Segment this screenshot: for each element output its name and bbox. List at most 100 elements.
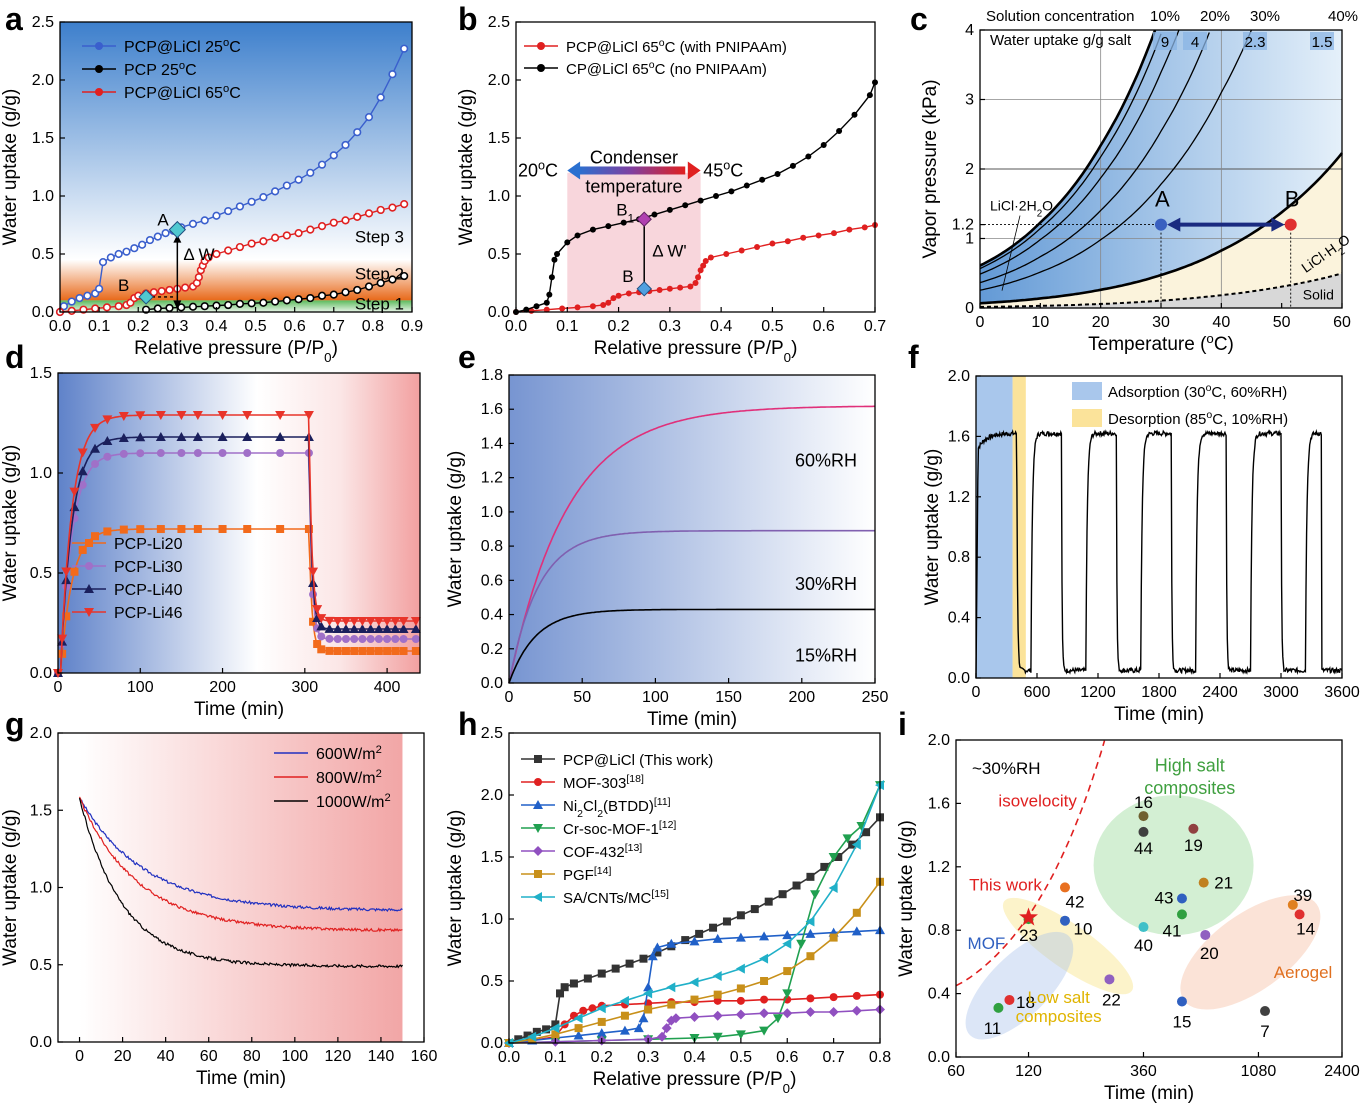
y-tick-label: 2.0 xyxy=(928,732,950,749)
concentration-line xyxy=(979,32,1210,284)
data-point xyxy=(784,238,791,245)
data-point xyxy=(829,933,838,942)
x-tick-label: 0 xyxy=(976,314,985,331)
x-axis-label: Time (min) xyxy=(1114,704,1204,725)
x-tick-label: 200 xyxy=(209,679,236,696)
x-tick-label: 360 xyxy=(1130,1063,1157,1080)
y-tick-label: 1 xyxy=(965,231,974,248)
data-point xyxy=(596,1028,607,1038)
data-point xyxy=(722,917,731,926)
data-point xyxy=(661,1023,672,1034)
data-point xyxy=(153,232,162,241)
series-line xyxy=(78,798,403,913)
y-tick-label: 1.6 xyxy=(948,428,970,445)
data-point xyxy=(574,232,581,239)
data-point xyxy=(77,448,88,458)
data-point xyxy=(697,267,704,274)
data-point xyxy=(376,93,385,102)
y-tick-label: 0.0 xyxy=(30,665,52,682)
group-ellipse xyxy=(965,931,1074,1040)
x-tick-label: 140 xyxy=(368,1048,395,1065)
data-point xyxy=(325,646,334,655)
data-point xyxy=(689,936,700,946)
data-point xyxy=(400,200,409,209)
data-point xyxy=(67,306,76,315)
data-point xyxy=(324,616,335,626)
data-point xyxy=(308,567,319,577)
series-line xyxy=(78,797,403,969)
data-point xyxy=(332,616,343,626)
data-point xyxy=(410,624,421,633)
x-tick-label: 0.1 xyxy=(544,1049,566,1066)
data-point xyxy=(700,262,707,269)
data-point xyxy=(862,828,871,837)
annotation: B1 xyxy=(616,201,634,226)
data-point xyxy=(713,193,720,199)
y-tick-label: 0.4 xyxy=(948,610,970,627)
y-tick-label: 1.0 xyxy=(488,188,510,205)
data-point xyxy=(689,1011,700,1022)
x-tick-label: 0.2 xyxy=(607,318,629,335)
data-point xyxy=(815,232,822,239)
data-point xyxy=(605,223,612,230)
legend-label: PCP-Li20 xyxy=(114,536,183,553)
data-point xyxy=(282,231,291,240)
data-point xyxy=(1294,909,1305,920)
axes-f: 0 600 1200 1800 2400 3000 3600 0.0 0.4 0.8 1.2 1.6 2… xyxy=(908,339,1360,725)
x-tick-label: 0.7 xyxy=(864,318,886,335)
data-point xyxy=(851,111,858,118)
x-tick-label: 0.3 xyxy=(637,1049,659,1066)
data-point xyxy=(702,257,709,264)
data-point xyxy=(98,258,108,267)
legend-label: PCP-Li30 xyxy=(114,559,183,576)
data-point xyxy=(754,244,761,251)
legend-marker xyxy=(85,539,93,547)
data-point xyxy=(400,44,409,53)
uptake-bg xyxy=(1153,32,1177,50)
point-label: 42 xyxy=(1066,892,1085,911)
data-point xyxy=(247,299,256,308)
y-tick-label: 0.5 xyxy=(488,246,510,263)
legend-label: SA/CNTs/MC[15] xyxy=(563,888,669,907)
arrow-head xyxy=(173,300,182,310)
data-point xyxy=(373,624,384,633)
data-point xyxy=(759,931,770,941)
data-point xyxy=(122,247,131,256)
data-point xyxy=(374,647,383,655)
x-tick-label: 3600 xyxy=(1324,684,1360,701)
data-point xyxy=(583,974,592,983)
data-point xyxy=(364,282,374,291)
x-axis-label: Temperature (oC) xyxy=(1088,331,1234,356)
y-tick-label: 0.8 xyxy=(928,922,950,939)
data-point xyxy=(736,984,745,993)
axes-b: 0.0 0.1 0.2 0.3 0.4 0.5 0.6 0.7 0.0 0.5 1.0 1.5 2.0 2… xyxy=(456,1,886,365)
step3-band xyxy=(60,22,412,260)
arrow-head xyxy=(173,234,182,243)
data-point xyxy=(399,635,408,643)
series-line xyxy=(975,428,1343,679)
data-point xyxy=(153,304,162,313)
data-point xyxy=(294,175,303,184)
data-point xyxy=(317,632,326,641)
data-point xyxy=(644,1005,653,1014)
data-point xyxy=(625,290,632,297)
data-point xyxy=(1176,996,1187,1007)
x-tick-label: 0.0 xyxy=(498,1049,520,1066)
data-point xyxy=(523,1031,532,1040)
background-gradient xyxy=(79,733,403,1042)
data-point xyxy=(666,938,677,948)
data-point xyxy=(712,933,723,943)
data-point xyxy=(61,567,72,577)
data-point xyxy=(805,1007,816,1017)
point-label: 15 xyxy=(1173,1013,1192,1032)
data-point xyxy=(155,411,166,421)
data-point xyxy=(141,305,151,314)
y-tick-label: 1.0 xyxy=(481,911,503,928)
group-ellipse xyxy=(1002,897,1134,995)
y-tick-label: 2.5 xyxy=(488,14,510,31)
data-point xyxy=(1176,893,1187,904)
data-point xyxy=(329,290,338,299)
data-point xyxy=(782,989,793,999)
y-tick-label: 0.2 xyxy=(481,641,503,658)
panel-d: PCP-Li20 PCP-Li30 PCP-Li40 PCP-Li46 xyxy=(53,373,421,678)
